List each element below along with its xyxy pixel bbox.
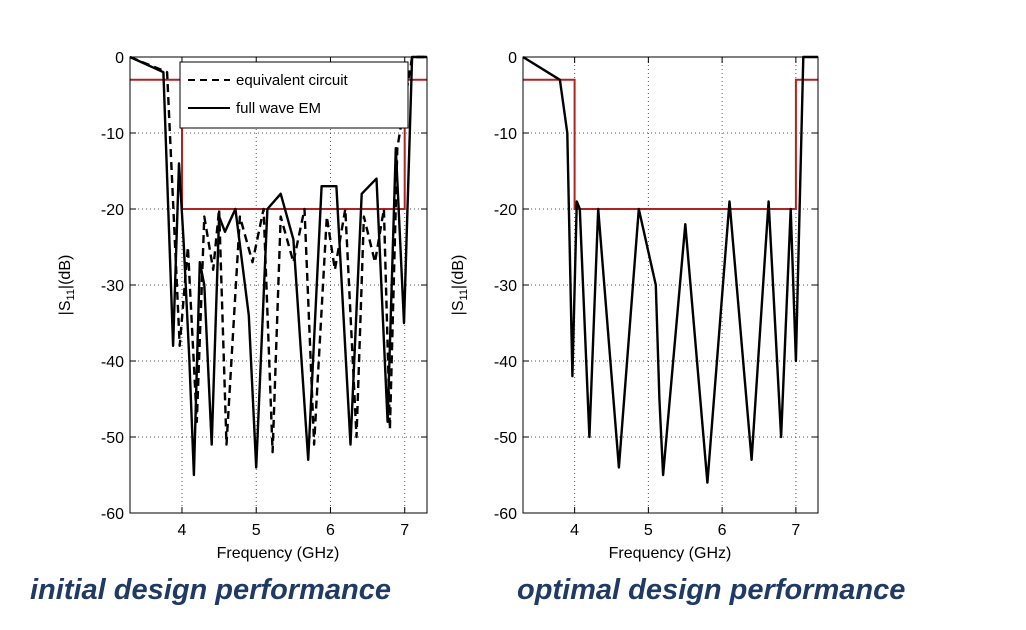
- x-tick-label: 7: [400, 522, 409, 539]
- y-tick-label: -10: [494, 126, 517, 143]
- ticks: 4 5 6 7 0 -10 -20 -30 -40 -50 -60: [101, 50, 427, 539]
- y-tick-label: -10: [101, 126, 124, 143]
- y-label-tail: |(dB): [57, 255, 74, 289]
- y-axis-label: |S11|(dB): [450, 255, 470, 316]
- y-tick-label: -40: [494, 354, 517, 371]
- y-tick-label: 0: [508, 50, 517, 67]
- y-label-sub: 11: [65, 289, 77, 300]
- x-tick-label: 7: [791, 522, 800, 539]
- y-tick-label: -20: [101, 202, 124, 219]
- chart-optimal: 4 5 6 70-10-20-30-40-50-60 Frequency (GHz) …: [450, 50, 819, 562]
- legend: equivalent circuit full wave EM: [179, 61, 409, 129]
- x-tick-label: 6: [718, 522, 727, 539]
- x-axis-label: Frequency (GHz): [609, 545, 732, 562]
- y-tick-label: -50: [494, 430, 517, 447]
- y-tick-label: -50: [101, 430, 124, 447]
- y-tick-label: -30: [494, 278, 517, 295]
- x-axis-label: Frequency (GHz): [217, 545, 340, 562]
- plot-area: [523, 57, 818, 513]
- x-tick-label: 5: [644, 522, 653, 539]
- y-tick-label: -20: [494, 202, 517, 219]
- y-tick-label: -40: [101, 354, 124, 371]
- chart-initial: 4 5 6 70-10-20-30-40-50-60 Frequency (GHz) …: [57, 50, 428, 562]
- x-tick-label: 5: [252, 522, 261, 539]
- series-group: [522, 55, 818, 484]
- y-label-main: |S: [450, 300, 467, 315]
- y-label-tail: |(dB): [450, 255, 467, 289]
- caption-initial: initial design performance: [30, 574, 391, 606]
- spec-line: [523, 78, 818, 210]
- legend-label-full-wave-em: full wave EM: [236, 100, 321, 117]
- y-tick-label: 0: [115, 50, 124, 67]
- series-equivalent-circuit: [129, 55, 427, 454]
- series-group: [129, 55, 427, 477]
- series-full-wave-EM: [129, 55, 427, 477]
- y-tick-label: -60: [101, 506, 124, 523]
- y-label-main: |S: [57, 300, 74, 315]
- y-label-sub: 11: [458, 289, 470, 300]
- legend-box: [179, 61, 409, 129]
- x-tick-label: 6: [326, 522, 335, 539]
- legend-label-equivalent-circuit: equivalent circuit: [236, 72, 349, 89]
- x-tick-label: 4: [178, 522, 187, 539]
- caption-optimal: optimal design performance: [517, 574, 906, 606]
- spec-lines: [523, 78, 818, 210]
- x-tick-label: 4: [570, 522, 579, 539]
- y-tick-label: -30: [101, 278, 124, 295]
- ticks: 4 5 6 7 0 -10 -20 -30 -40 -50 -60: [494, 50, 818, 539]
- y-axis-label: |S11|(dB): [57, 255, 77, 316]
- series-optimal-response: [522, 55, 818, 484]
- y-tick-label: -60: [494, 506, 517, 523]
